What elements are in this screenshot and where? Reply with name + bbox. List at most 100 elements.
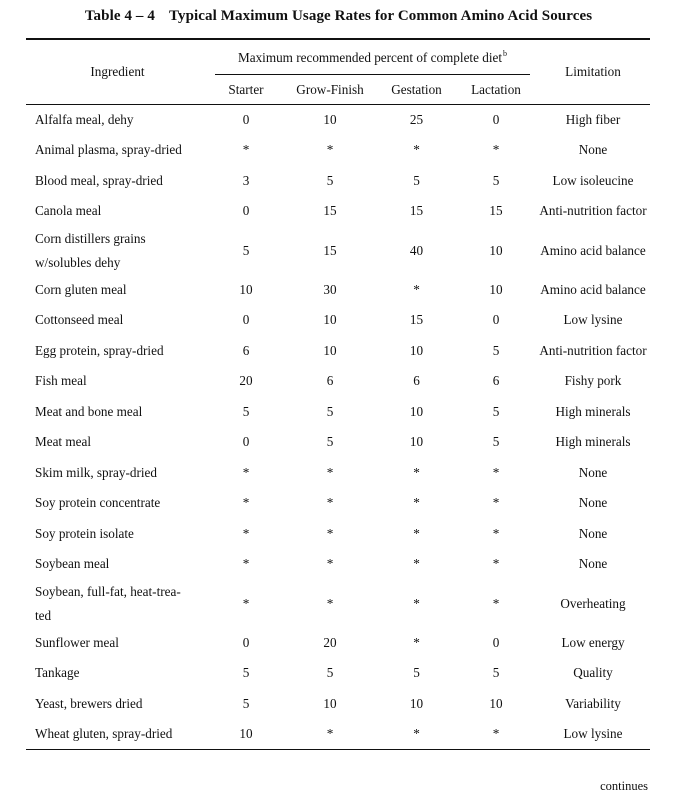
ingredient-cell: Fish meal <box>35 373 87 389</box>
table-title: Table 4 – 4 Typical Maximum Usage Rates f… <box>0 8 677 25</box>
table-row: Soy protein isolate * * * * None <box>26 519 650 550</box>
ingredient-cell: Skim milk, spray-dried <box>35 464 157 480</box>
limitation-cell: High minerals <box>555 434 631 450</box>
lactation-cell: 5 <box>492 665 500 681</box>
group-header-text: Maximum recommended percent of complete … <box>237 50 503 65</box>
ingredient-cell: Blood meal, spray-dried <box>35 172 163 188</box>
grow-finish-cell: * <box>326 142 334 158</box>
ingredient-line: Soybean, full-fat, heat-trea- <box>35 583 181 599</box>
lactation-cell: 15 <box>489 203 503 219</box>
table-row: Blood meal, spray-dried 3 5 5 5 Low isoleucin… <box>26 166 650 197</box>
starter-cell: 0 <box>242 112 250 127</box>
limitation-cell: None <box>578 142 608 158</box>
limitation-cell: Fishy pork <box>564 373 622 389</box>
amino-acid-usage-table: Ingredient Maximum recommended percent o… <box>26 38 650 750</box>
gestation-cell: * <box>413 495 420 511</box>
starter-cell: * <box>242 595 250 611</box>
table-row: Cottonseed meal 0 10 15 0 Low lysine <box>26 305 650 336</box>
grow-finish-cell: 5 <box>326 403 334 419</box>
table-row: Animal plasma, spray-dried * * * * None <box>26 135 650 166</box>
lactation-cell: 5 <box>492 434 500 450</box>
table-row: Yeast, brewers dried 5 10 10 10 Variability <box>26 689 650 720</box>
starter-cell: 10 <box>239 281 253 297</box>
grow-finish-cell: 15 <box>323 203 337 219</box>
gestation-header: Gestation <box>377 75 456 105</box>
table-row: Alfalfa meal, dehy 0 10 25 0 High fiber <box>26 105 650 136</box>
gestation-cell: * <box>413 634 420 650</box>
grow-finish-cell: 5 <box>326 665 334 681</box>
limitation-cell: Quality <box>573 665 613 681</box>
lactation-cell: 5 <box>492 403 500 419</box>
grow-finish-cell: 10 <box>323 112 337 127</box>
limitation-cell: None <box>578 556 608 572</box>
gestation-cell: 10 <box>409 403 424 419</box>
lactation-header: Lactation <box>456 75 536 105</box>
limitation-cell: Overheating <box>560 595 626 611</box>
starter-cell: 0 <box>242 634 250 650</box>
limitation-cell: Anti-nutrition factor <box>539 342 647 358</box>
gestation-cell: 5 <box>413 665 420 681</box>
grow-finish-cell: * <box>326 464 334 480</box>
ingredient-cell: Wheat gluten, spray-dried <box>35 726 173 741</box>
gestation-cell: 15 <box>409 203 424 219</box>
limitation-cell: Low isoleucine <box>552 172 634 188</box>
starter-cell: * <box>242 556 250 572</box>
ingredient-line: ted <box>35 607 52 623</box>
starter-cell: 5 <box>242 242 250 258</box>
limitation-cell: Low energy <box>561 634 625 650</box>
grow-finish-cell: * <box>326 595 334 611</box>
table-row: Tankage 5 5 5 5 Quality <box>26 658 650 689</box>
lactation-cell: 6 <box>492 373 500 389</box>
gestation-cell: * <box>413 595 420 611</box>
gestation-cell: * <box>413 726 420 741</box>
table-row: Fish meal 20 6 6 6 Fishy pork <box>26 366 650 397</box>
grow-finish-cell: 20 <box>323 634 337 650</box>
table-row: Wheat gluten, spray-dried 10 * * * Low lysine <box>26 719 650 750</box>
table-row: Canola meal 0 15 15 15 Anti-nutrition factor <box>26 196 650 227</box>
group-header: Maximum recommended percent of complete … <box>209 39 536 75</box>
ingredient-cell: Corn gluten meal <box>35 281 127 297</box>
ingredient-cell: Animal plasma, spray-dried <box>35 142 182 158</box>
starter-cell: * <box>242 525 250 541</box>
grow-finish-cell: * <box>326 726 334 741</box>
starter-cell: 0 <box>242 312 250 328</box>
lactation-cell: * <box>492 142 500 158</box>
gestation-cell: * <box>413 556 420 572</box>
limitation-cell: High minerals <box>555 403 631 419</box>
table-row: Corn distillers grains w/solubles dehy 5 15… <box>26 227 650 275</box>
gestation-cell: 10 <box>409 342 424 358</box>
limitation-header: Limitation <box>536 39 650 105</box>
lactation-cell: 0 <box>492 312 500 328</box>
grow-finish-cell: 30 <box>323 281 337 297</box>
grow-finish-cell: 6 <box>326 373 334 389</box>
gestation-cell: 10 <box>409 434 424 450</box>
lactation-cell: 10 <box>489 242 503 258</box>
table-number: Table 4 – 4 <box>84 8 155 24</box>
lactation-cell: * <box>492 556 500 572</box>
ingredient-cell: Soybean meal <box>35 556 110 572</box>
grow-finish-cell: * <box>326 525 334 541</box>
starter-cell: 5 <box>242 695 250 711</box>
grow-finish-header: Grow-Finish <box>283 75 377 105</box>
starter-cell: 5 <box>242 403 250 419</box>
ingredient-cell: Sunflower meal <box>35 634 119 650</box>
grow-finish-cell: 10 <box>323 312 337 328</box>
lactation-cell: * <box>492 495 500 511</box>
gestation-cell: 25 <box>409 112 424 127</box>
gestation-cell: 15 <box>409 312 424 328</box>
starter-cell: * <box>242 464 250 480</box>
limitation-cell: High fiber <box>565 112 621 127</box>
limitation-cell: Variability <box>565 695 621 711</box>
gestation-cell: 6 <box>413 373 420 389</box>
lactation-cell: 5 <box>492 342 500 358</box>
gestation-cell: * <box>413 142 420 158</box>
ingredient-line: w/solubles dehy <box>35 254 121 270</box>
group-header-footnote: b <box>503 49 508 58</box>
grow-finish-cell: * <box>326 495 334 511</box>
ingredient-cell: Meat and bone meal <box>35 403 143 419</box>
lactation-cell: * <box>492 726 500 741</box>
grow-finish-cell: 15 <box>323 242 337 258</box>
lactation-cell: 10 <box>489 695 503 711</box>
limitation-cell: Amino acid balance <box>540 281 646 297</box>
ingredient-cell: Tankage <box>35 665 80 681</box>
